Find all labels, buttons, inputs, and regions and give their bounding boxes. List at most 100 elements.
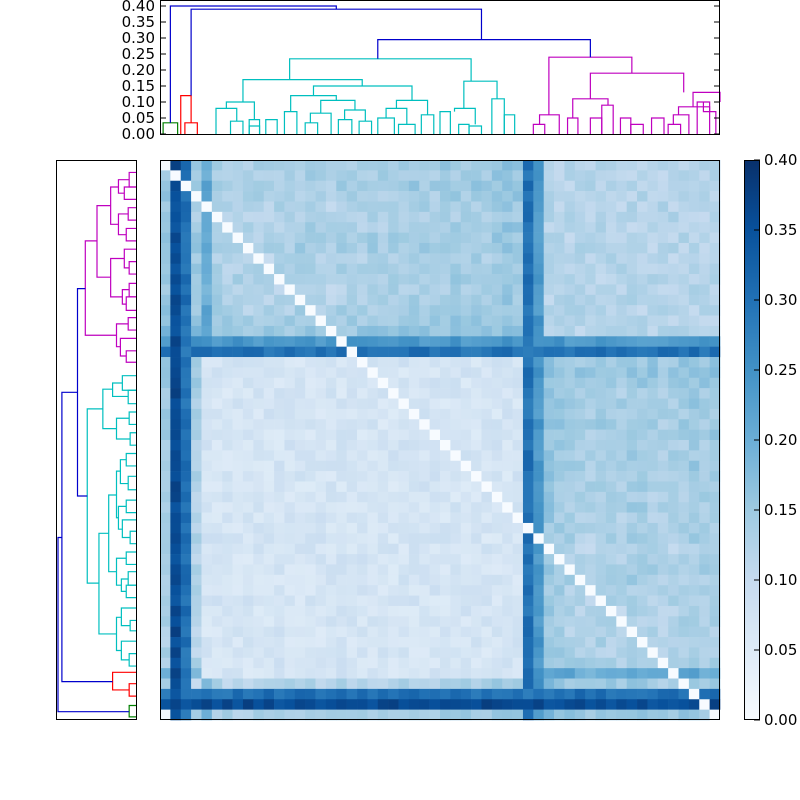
heatmap-cell (491, 294, 503, 306)
heatmap-cell (471, 429, 482, 441)
heatmap-cell (294, 336, 306, 347)
heatmap-cell (440, 637, 451, 648)
heatmap-cell (554, 160, 565, 171)
heatmap-cell (232, 512, 244, 524)
heatmap-cell (325, 440, 337, 451)
heatmap-cell (522, 263, 534, 275)
heatmap-cell (616, 294, 627, 306)
top-dendrogram-link (225, 101, 255, 120)
heatmap-cell (377, 491, 389, 503)
heatmap-cell (699, 201, 710, 213)
heatmap-cell (305, 595, 316, 607)
heatmap-cell (367, 616, 379, 627)
heatmap-cell (325, 605, 337, 617)
heatmap-cell (543, 367, 555, 379)
heatmap-cell (491, 440, 503, 451)
heatmap-cell (543, 647, 555, 659)
heatmap-cell (595, 605, 607, 617)
heatmap-cell (367, 180, 379, 192)
heatmap-cell (543, 522, 555, 534)
heatmap-cell (450, 522, 462, 534)
heatmap-cell (180, 699, 192, 710)
heatmap-cell (471, 315, 482, 327)
heatmap-cell (294, 284, 306, 296)
heatmap-cell (242, 160, 254, 171)
heatmap-cell (543, 419, 555, 430)
heatmap-cell (232, 647, 244, 659)
heatmap-cell (471, 533, 482, 544)
heatmap-cell (222, 398, 233, 410)
heatmap-cell (253, 211, 264, 223)
heatmap-cell (253, 460, 264, 472)
heatmap-cell (160, 574, 171, 586)
heatmap-cell (191, 377, 202, 389)
heatmap-cell (294, 201, 306, 213)
heatmap-cell (688, 647, 700, 659)
heatmap-cell (605, 274, 617, 285)
heatmap-cell (419, 502, 430, 513)
heatmap-cell (346, 274, 358, 285)
heatmap-cell (699, 668, 710, 679)
heatmap-cell (305, 564, 316, 576)
heatmap-cell (626, 294, 638, 306)
heatmap-cell (367, 357, 379, 368)
heatmap-cell (699, 305, 710, 316)
heatmap-cell (377, 274, 389, 285)
heatmap-cell (440, 325, 451, 337)
heatmap-cell (191, 419, 202, 430)
heatmap-cell (336, 564, 347, 576)
top-dendrogram (162, 5, 721, 134)
heatmap-cell (440, 450, 451, 462)
heatmap-cell (616, 398, 627, 410)
heatmap-cell (460, 232, 472, 244)
heatmap-cell (481, 585, 493, 596)
left-dendrogram-link (127, 571, 136, 586)
heatmap-cell (232, 657, 244, 669)
heatmap-cell (657, 616, 669, 627)
heatmap-cell (180, 647, 192, 659)
heatmap-cell (294, 367, 306, 379)
heatmap-cell (284, 657, 296, 669)
heatmap-cell (647, 284, 659, 296)
heatmap-cell (336, 336, 347, 347)
heatmap-cell (502, 668, 513, 679)
heatmap-cell (502, 201, 513, 213)
heatmap-cell (388, 429, 399, 441)
heatmap-cell (522, 471, 534, 482)
heatmap-cell (616, 460, 627, 472)
heatmap-cell (647, 274, 659, 285)
heatmap-cell (170, 242, 182, 254)
heatmap-cell (274, 533, 285, 544)
heatmap-cell (616, 191, 627, 202)
heatmap-cell (481, 512, 493, 524)
heatmap-cell (460, 377, 472, 389)
heatmap-cell (585, 502, 596, 513)
heatmap-cell (471, 709, 482, 721)
heatmap-cell (180, 201, 192, 213)
heatmap-cell (388, 253, 399, 264)
heatmap-cell (616, 512, 627, 524)
heatmap-cell (512, 481, 524, 493)
heatmap-cell (491, 481, 503, 493)
heatmap-cell (440, 564, 451, 576)
heatmap-cell (284, 408, 296, 420)
heatmap-cell (357, 242, 368, 254)
heatmap-cell (678, 616, 690, 627)
heatmap-cell (222, 564, 233, 576)
heatmap-cell (170, 678, 182, 690)
heatmap-cell (668, 637, 679, 648)
heatmap-cell (367, 450, 379, 462)
heatmap-cell (491, 263, 503, 275)
heatmap-cell (554, 263, 565, 275)
heatmap-cell (543, 471, 555, 482)
heatmap-cell (357, 263, 368, 275)
heatmap-cell (170, 232, 182, 244)
heatmap-cell (242, 180, 254, 192)
heatmap-cell (460, 346, 472, 358)
heatmap-cell (357, 305, 368, 316)
heatmap-cell (191, 574, 202, 586)
heatmap-cell (688, 408, 700, 420)
heatmap-cell (595, 211, 607, 223)
heatmap-cell (647, 460, 659, 472)
heatmap-cell (222, 325, 233, 337)
